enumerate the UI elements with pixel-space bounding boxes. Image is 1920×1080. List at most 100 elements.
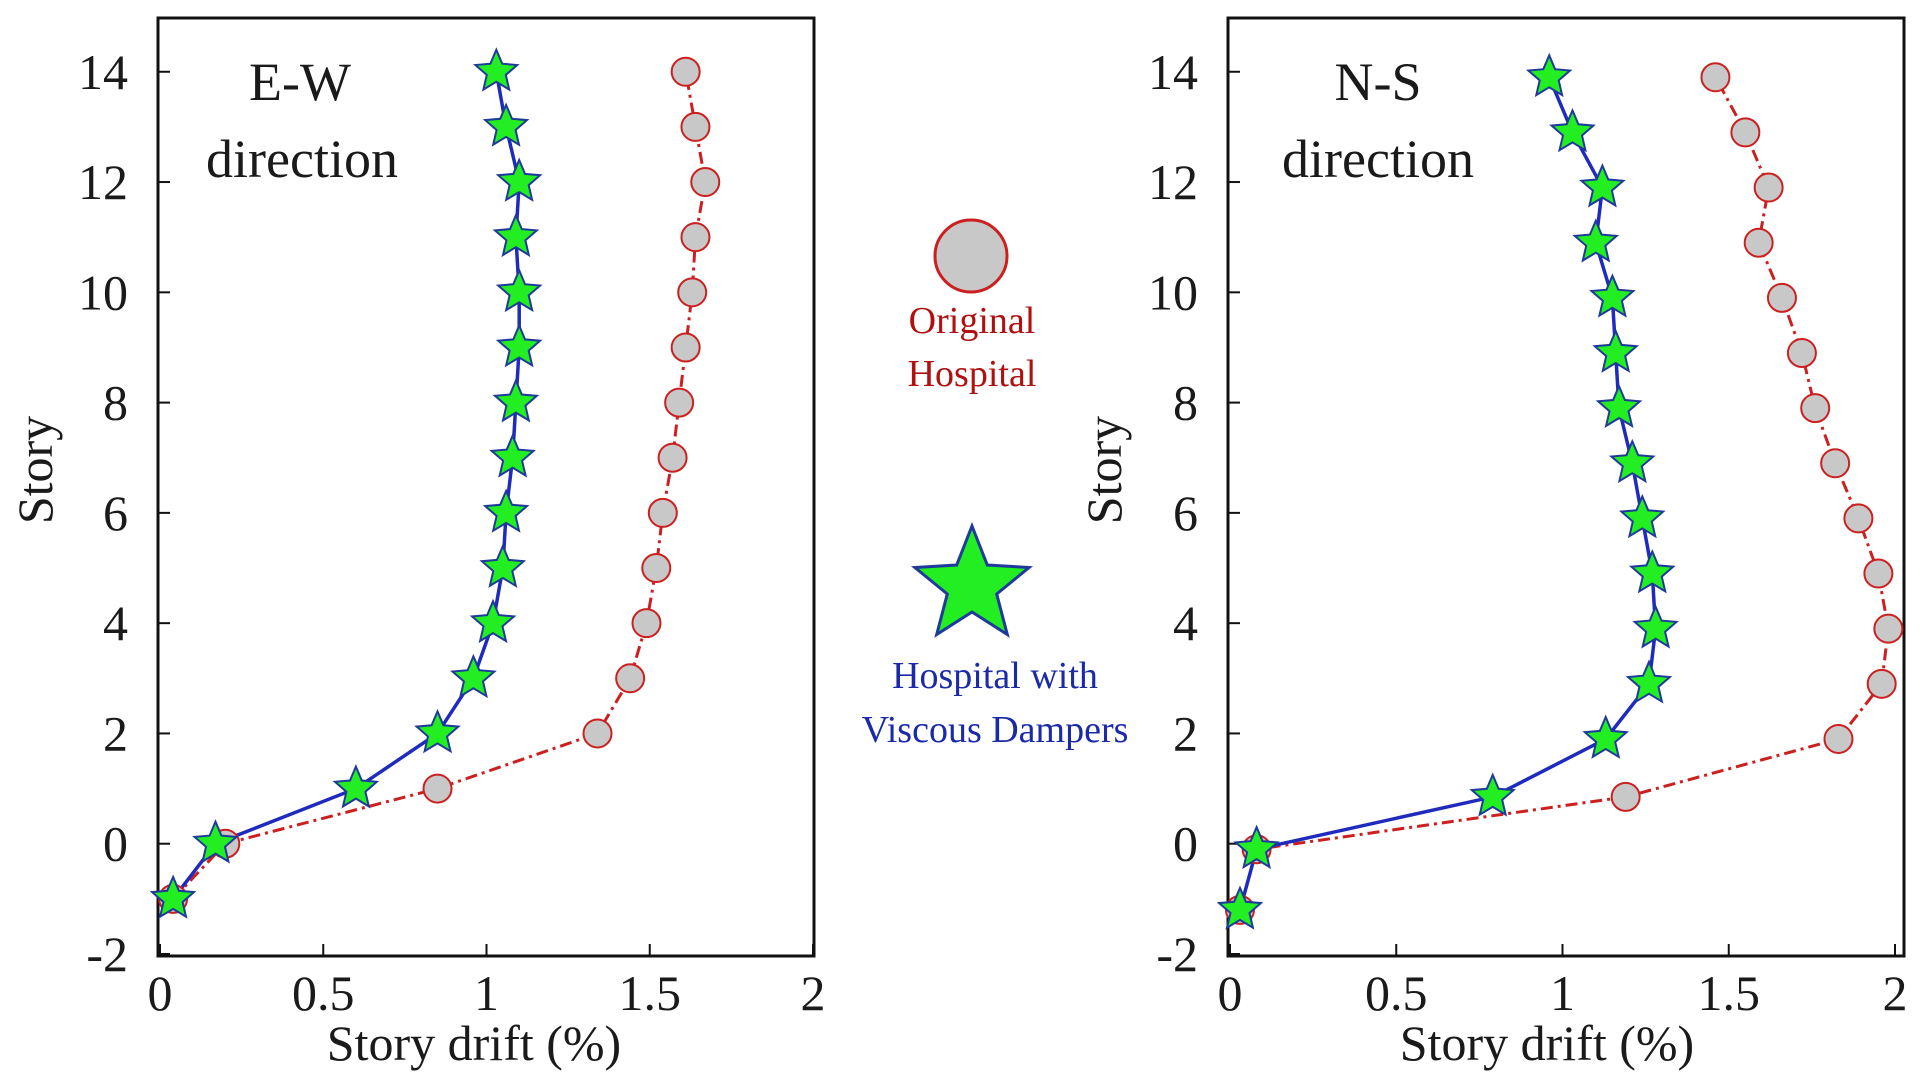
ew-x-tick-label: 1 (474, 965, 499, 1021)
ew-y-tick-label: 4 (103, 595, 128, 651)
ns-damped-point (1595, 383, 1643, 428)
ew-original-point (647, 497, 678, 528)
ns-direction-line1: N-S (1334, 52, 1421, 112)
ns-y-tick-label: 12 (1148, 154, 1198, 210)
ns-x-tick-label: 0.5 (1365, 965, 1428, 1021)
ew-y-tick-label: 12 (78, 154, 128, 210)
ns-x-tick-label: 2 (1883, 965, 1908, 1021)
ew-x-axis-label: Story drift (%) (327, 1015, 621, 1071)
ns-original-point (1753, 172, 1784, 203)
ns-y-tick-label: 8 (1173, 375, 1198, 431)
ns-original-point (1766, 282, 1797, 313)
ns-series-layer (1216, 52, 1904, 930)
legend-damped-label-line1: Hospital with (892, 655, 1098, 697)
ew-damped-point (482, 488, 530, 533)
ew-damped-point (489, 433, 536, 478)
ns-x-tick-label: 0 (1218, 965, 1243, 1021)
ns-y-tick-label: 14 (1148, 44, 1198, 100)
ew-panel: -2 0 2 4 6 8 10 12 14 0 0.5 1 1.5 2 E-W direction St… (7, 16, 826, 1071)
ew-original-point (582, 718, 613, 749)
ew-direction-line1: E-W (249, 52, 351, 112)
ew-series-layer (149, 47, 721, 919)
ew-original-point (657, 442, 688, 473)
ew-damped-point (414, 708, 461, 754)
ew-original-series-line (172, 71, 707, 900)
legend-original-marker (933, 218, 1009, 294)
ns-original-point (1866, 668, 1897, 699)
legend-original-label-line1: Original (909, 300, 1036, 342)
ns-y-tick-label: 0 (1173, 816, 1198, 872)
ns-damped-point (1608, 438, 1656, 484)
ns-damped-point (1582, 714, 1630, 759)
ns-original-point (1800, 393, 1831, 424)
ew-direction-line2: direction (206, 129, 398, 189)
ns-damped-point (1618, 493, 1666, 539)
ew-original-point (680, 222, 711, 253)
ns-plot-frame (1226, 16, 1906, 958)
ns-damped-point (1549, 107, 1596, 153)
ns-damped-point (1525, 52, 1573, 98)
ew-original-point (664, 387, 695, 418)
ew-original-point (670, 56, 701, 87)
ew-y-axis-label: Story (7, 416, 63, 524)
ns-x-axis-label: Story drift (%) (1400, 1015, 1694, 1071)
ew-damped-point (492, 378, 540, 423)
ns-original-point (1786, 337, 1817, 368)
ew-damped-point (450, 653, 497, 699)
ns-y-tick-label: -2 (1156, 926, 1198, 982)
ew-damped-point (495, 157, 543, 202)
ns-original-point (1730, 117, 1761, 148)
ew-damped-point (469, 598, 517, 644)
ns-damped-point (1572, 218, 1620, 263)
ns-original-point (1820, 448, 1851, 479)
ns-damped-point (1589, 273, 1636, 318)
ns-x-tick-label: 1 (1550, 965, 1575, 1021)
ew-damped-point (192, 819, 239, 864)
ew-y-tick-label: -2 (86, 926, 128, 982)
ew-original-point (422, 773, 453, 804)
ns-y-tick-label: 10 (1148, 264, 1198, 320)
ew-y-tick-label: 0 (103, 816, 128, 872)
ns-original-series-line (1238, 76, 1890, 911)
ns-direction-line2: direction (1282, 129, 1474, 189)
ew-x-tick-label: 0.5 (292, 965, 355, 1021)
ew-original-point (641, 553, 672, 584)
ew-original-point (677, 277, 708, 308)
ns-y-tick-label: 6 (1173, 485, 1198, 541)
ns-original-point (1823, 723, 1854, 754)
ns-y-tick-label: 2 (1173, 705, 1198, 761)
ew-x-tick-label: 0 (148, 965, 173, 1021)
ew-damped-point (482, 102, 530, 147)
ew-original-point (670, 332, 701, 363)
ew-damped-point (332, 764, 380, 809)
ew-y-tick-label: 14 (78, 44, 128, 100)
ns-damped-point (1579, 163, 1626, 208)
ns-damped-point (1628, 548, 1676, 594)
ew-damped-point (495, 322, 543, 368)
ew-y-tick-label: 10 (78, 264, 128, 320)
ns-x-tick-label: 1.5 (1698, 965, 1761, 1021)
ew-x-tick-label: 2 (801, 965, 826, 1021)
ns-panel: -2 0 2 4 6 8 10 12 14 0 0.5 1 1.5 2 N-S direction St… (1076, 16, 1908, 1071)
legend-damped-star-marker (910, 521, 1034, 638)
ew-y-tick-label: 6 (103, 485, 128, 541)
ns-original-point (1610, 781, 1641, 812)
ns-damped-point (1632, 604, 1679, 649)
ns-damped-point (1233, 824, 1280, 870)
legend: Original Hospital Hospital with Viscous … (862, 218, 1128, 751)
ns-damped-point (1216, 885, 1264, 930)
ew-x-ticks: 0 0.5 1 1.5 2 (148, 944, 826, 1021)
ew-damped-series-line (171, 71, 521, 900)
ew-damped-point (479, 543, 527, 588)
ns-original-point (1700, 62, 1731, 93)
ew-y-ticks: -2 0 2 4 6 8 10 12 14 (78, 44, 170, 982)
ns-y-ticks: -2 0 2 4 6 8 10 12 14 (1148, 44, 1240, 982)
ew-original-point (631, 608, 662, 639)
ew-original-point (690, 167, 721, 198)
ew-x-tick-label: 1.5 (619, 965, 682, 1021)
ew-damped-point (149, 874, 197, 919)
ew-y-tick-label: 8 (103, 375, 128, 431)
ns-x-ticks: 0 0.5 1 1.5 2 (1218, 944, 1908, 1021)
ew-y-tick-label: 2 (103, 705, 128, 761)
